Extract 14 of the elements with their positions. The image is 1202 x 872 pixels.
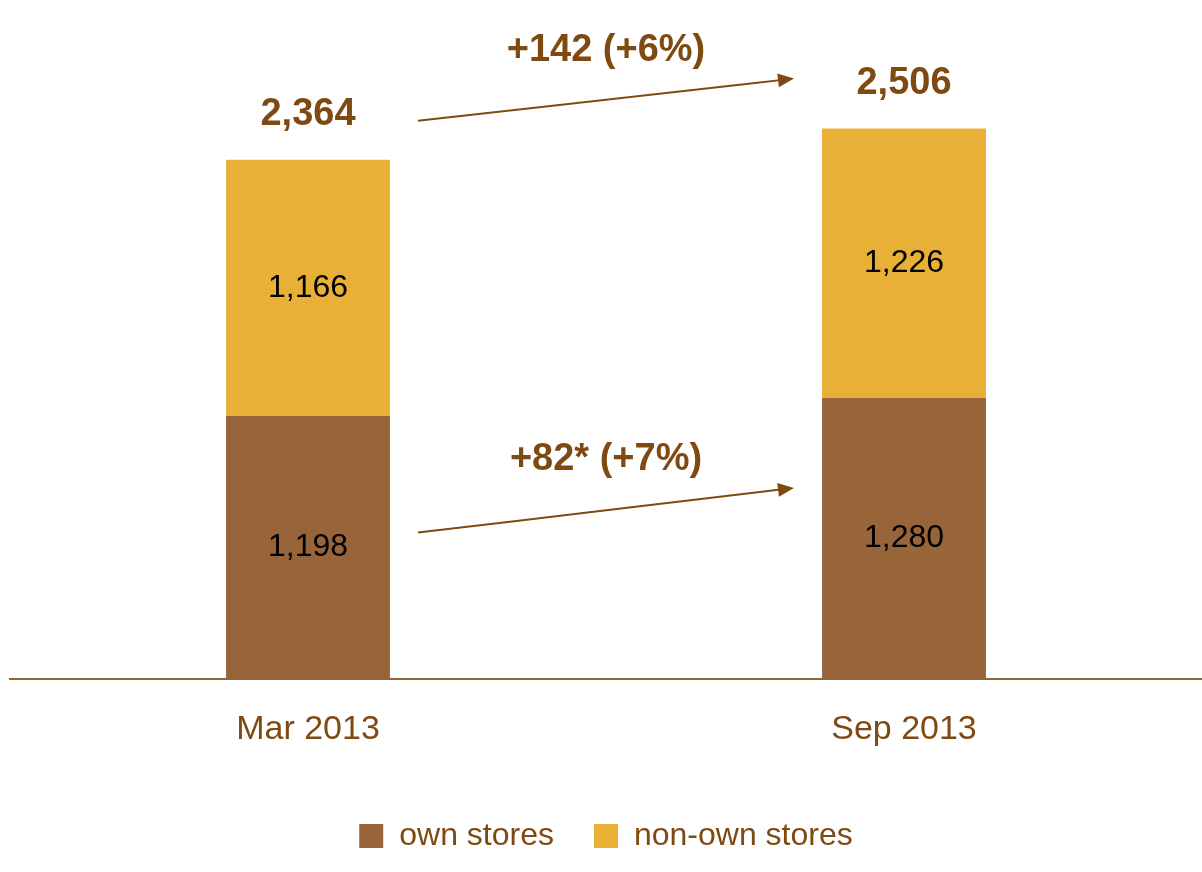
text: +142 (+6%) xyxy=(506,26,706,69)
total-label: 2,364 xyxy=(260,91,356,134)
legend-label: non-own stores xyxy=(633,815,853,852)
data-label: 1,280 xyxy=(863,518,945,555)
data-label: 1,226 xyxy=(863,243,945,280)
bar xyxy=(226,159,390,416)
total-label: 2,506 xyxy=(856,60,952,103)
x-tick-label: Sep 2013 xyxy=(831,707,977,746)
x-tick-label: Mar 2013 xyxy=(236,707,380,746)
data-label: 1,166 xyxy=(267,267,349,304)
data-label: 1,198 xyxy=(267,527,349,564)
bar xyxy=(822,128,986,398)
legend-label: own stores xyxy=(399,815,554,852)
annotation: +82* (+7%) xyxy=(509,435,703,478)
